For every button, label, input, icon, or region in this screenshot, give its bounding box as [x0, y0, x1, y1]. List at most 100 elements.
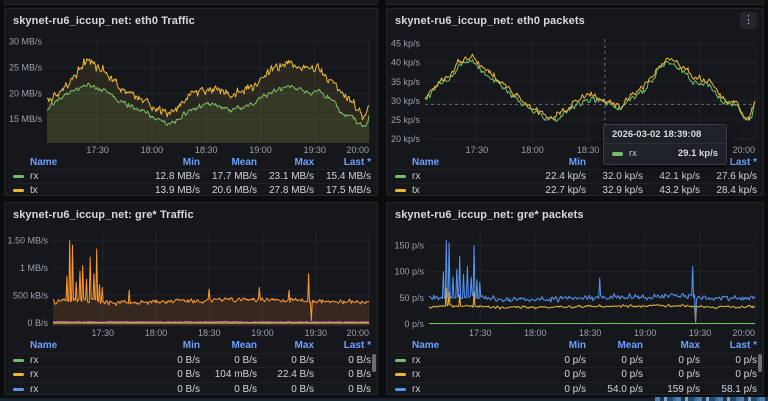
series-fill-rx: [47, 83, 369, 143]
y-axis-tick-label: 20 MB/s: [9, 88, 43, 98]
legend-series-value: 0 B/s: [234, 354, 257, 366]
legend-series-value: 0 B/s: [177, 384, 200, 394]
legend-series-value: 43.2 kp/s: [659, 185, 700, 195]
panel-title[interactable]: skynet-ru6_iccup_net: gre* packets: [395, 209, 584, 221]
series-line-rx: [52, 320, 370, 323]
legend-series-value: 0 B/s: [234, 384, 257, 394]
legend-header-last[interactable]: Last *: [343, 340, 371, 352]
legend-series-value: 0 p/s: [678, 369, 700, 381]
y-axis-tick-label: 50 p/s: [399, 293, 424, 303]
legend-series-name[interactable]: rx: [412, 384, 421, 394]
x-axis-tick-label: 19:00: [634, 328, 657, 338]
y-axis-tick-label: 20 kp/s: [391, 134, 421, 144]
legend-header-min[interactable]: Min: [182, 340, 200, 352]
legend-header-name[interactable]: Name: [30, 157, 58, 168]
y-axis-tick-label: 1 MB/s: [20, 263, 49, 273]
series-fill-tx: [47, 58, 369, 143]
legend-header-mean[interactable]: Mean: [617, 340, 643, 352]
series-color-swatch[interactable]: [13, 175, 24, 178]
chart-canvas[interactable]: 17:30 18:00 18:30 19:00 19:30 20:00 0 p/s 50 p/…: [387, 227, 763, 339]
panel-eth0-packets: skynet-ru6_iccup_net: eth0 packets ⋮ 17:…: [386, 8, 764, 196]
legend-header-name[interactable]: Name: [412, 157, 440, 168]
legend-header-last[interactable]: Last *: [343, 157, 371, 168]
legend-header-last[interactable]: Last *: [729, 157, 757, 168]
legend-header-name[interactable]: Name: [412, 340, 440, 352]
legend-series-value: 17.5 MB/s: [325, 185, 371, 195]
legend-series-name[interactable]: rx: [412, 354, 421, 366]
legend-series-name[interactable]: tx: [30, 185, 38, 195]
x-axis-tick-label: 18:00: [524, 328, 547, 338]
legend-header-max[interactable]: Max: [680, 340, 700, 352]
y-axis-tick-label: 0 p/s: [404, 319, 424, 329]
series-color-swatch[interactable]: [395, 388, 406, 392]
legend-header-min[interactable]: Min: [182, 157, 200, 168]
series-color-swatch[interactable]: [13, 388, 24, 392]
series-color-swatch[interactable]: [13, 189, 24, 192]
legend-header-max[interactable]: Max: [294, 340, 314, 352]
series-color-swatch[interactable]: [395, 373, 406, 377]
x-axis-tick-label: 18:00: [141, 145, 164, 155]
hover-tooltip: 2026-03-02 18:39:08 rx 29.1 kp/s: [603, 124, 727, 165]
bottom-edge-line: [0, 398, 768, 401]
panel-gre-packets: skynet-ru6_iccup_net: gre* packets 17:30…: [386, 202, 764, 395]
legend-series-value: 0 p/s: [735, 354, 757, 366]
legend-series-row: rx 0 p/s 0 p/s 0 p/s 0 p/s: [395, 367, 757, 382]
legend-scrollbar[interactable]: [372, 354, 376, 372]
series-color-swatch[interactable]: [13, 358, 24, 362]
panel-title[interactable]: skynet-ru6_iccup_net: gre* Traffic: [13, 209, 194, 221]
series-line-tx: [46, 58, 370, 121]
legend-series-value: 0 B/s: [348, 354, 371, 366]
kebab-icon: ⋮: [743, 14, 754, 26]
legend-series-value: 0 p/s: [564, 369, 586, 381]
eth0-traffic-chart[interactable]: 17:30 18:00 18:30 19:00 19:30 20:00 15 MB/s 20 …: [5, 33, 377, 156]
panel-title[interactable]: skynet-ru6_iccup_net: eth0 Traffic: [13, 15, 195, 27]
legend-series-row: rx 0 B/s 104 mB/s 22.4 B/s 0 B/s: [13, 367, 371, 382]
legend-header-last[interactable]: Last *: [729, 340, 757, 352]
legend-scrollbar[interactable]: [758, 354, 762, 372]
series-color-swatch[interactable]: [395, 189, 406, 192]
chart-canvas[interactable]: 17:30 18:00 18:30 19:00 19:30 20:00 0 B/s 500 k…: [5, 227, 377, 339]
x-axis-tick-label: 19:30: [303, 145, 326, 155]
legend-series-row: rx 0 B/s 0 B/s 0 B/s 0 B/s: [13, 381, 371, 394]
legend-series-name[interactable]: rx: [30, 369, 39, 381]
legend-series-row: rx 0 p/s 54.0 p/s 159 p/s 58.1 p/s: [395, 381, 757, 394]
y-axis-tick-label: 25 kp/s: [391, 115, 421, 125]
gre-traffic-chart[interactable]: 17:30 18:00 18:30 19:00 19:30 20:00 0 B/s 500 k…: [5, 227, 377, 339]
legend-series-value: 54.0 p/s: [607, 384, 643, 394]
legend-series-name[interactable]: rx: [30, 171, 39, 182]
x-axis-tick-label: 20:00: [732, 145, 755, 155]
legend-series-name[interactable]: rx: [412, 369, 421, 381]
series-line-rx: [46, 82, 370, 127]
legend-header-mean[interactable]: Mean: [231, 340, 257, 352]
x-axis-tick-label: 19:00: [249, 145, 272, 155]
legend-series-value: 22.4 kp/s: [545, 171, 586, 182]
x-axis-tick-label: 18:30: [198, 328, 221, 338]
chart-canvas[interactable]: 17:30 18:00 18:30 19:00 19:30 20:00 15 MB/s 20 …: [5, 33, 377, 156]
x-axis-tick-label: 19:30: [304, 328, 327, 338]
x-axis-tick-label: 17:30: [469, 328, 492, 338]
panel-menu-button[interactable]: ⋮: [740, 12, 757, 29]
series-line-rx: [52, 240, 370, 321]
series-color-swatch[interactable]: [395, 175, 406, 178]
legend-header-mean[interactable]: Mean: [231, 157, 257, 168]
series-color-swatch[interactable]: [395, 358, 406, 362]
y-axis-tick-label: 150 p/s: [394, 241, 424, 251]
gre-packets-chart[interactable]: 17:30 18:00 18:30 19:00 19:30 20:00 0 p/s 50 p/…: [387, 227, 763, 339]
legend-series-name[interactable]: rx: [30, 384, 39, 394]
legend-header-min[interactable]: Min: [568, 340, 586, 352]
legend-series-name[interactable]: tx: [412, 185, 420, 195]
legend-header-max[interactable]: Max: [294, 157, 314, 168]
legend-header-name[interactable]: Name: [30, 340, 58, 352]
series-color-swatch[interactable]: [13, 373, 24, 377]
x-axis-tick-label: 19:30: [689, 328, 712, 338]
panel-title[interactable]: skynet-ru6_iccup_net: eth0 packets: [395, 15, 585, 27]
panel-header: skynet-ru6_iccup_net: gre* packets: [387, 203, 763, 227]
legend-header-min[interactable]: Min: [568, 157, 586, 168]
legend-series-name[interactable]: rx: [412, 171, 421, 182]
panel-eth0-traffic: skynet-ru6_iccup_net: eth0 Traffic 17:30…: [4, 8, 378, 196]
legend-series-name[interactable]: rx: [30, 354, 39, 366]
